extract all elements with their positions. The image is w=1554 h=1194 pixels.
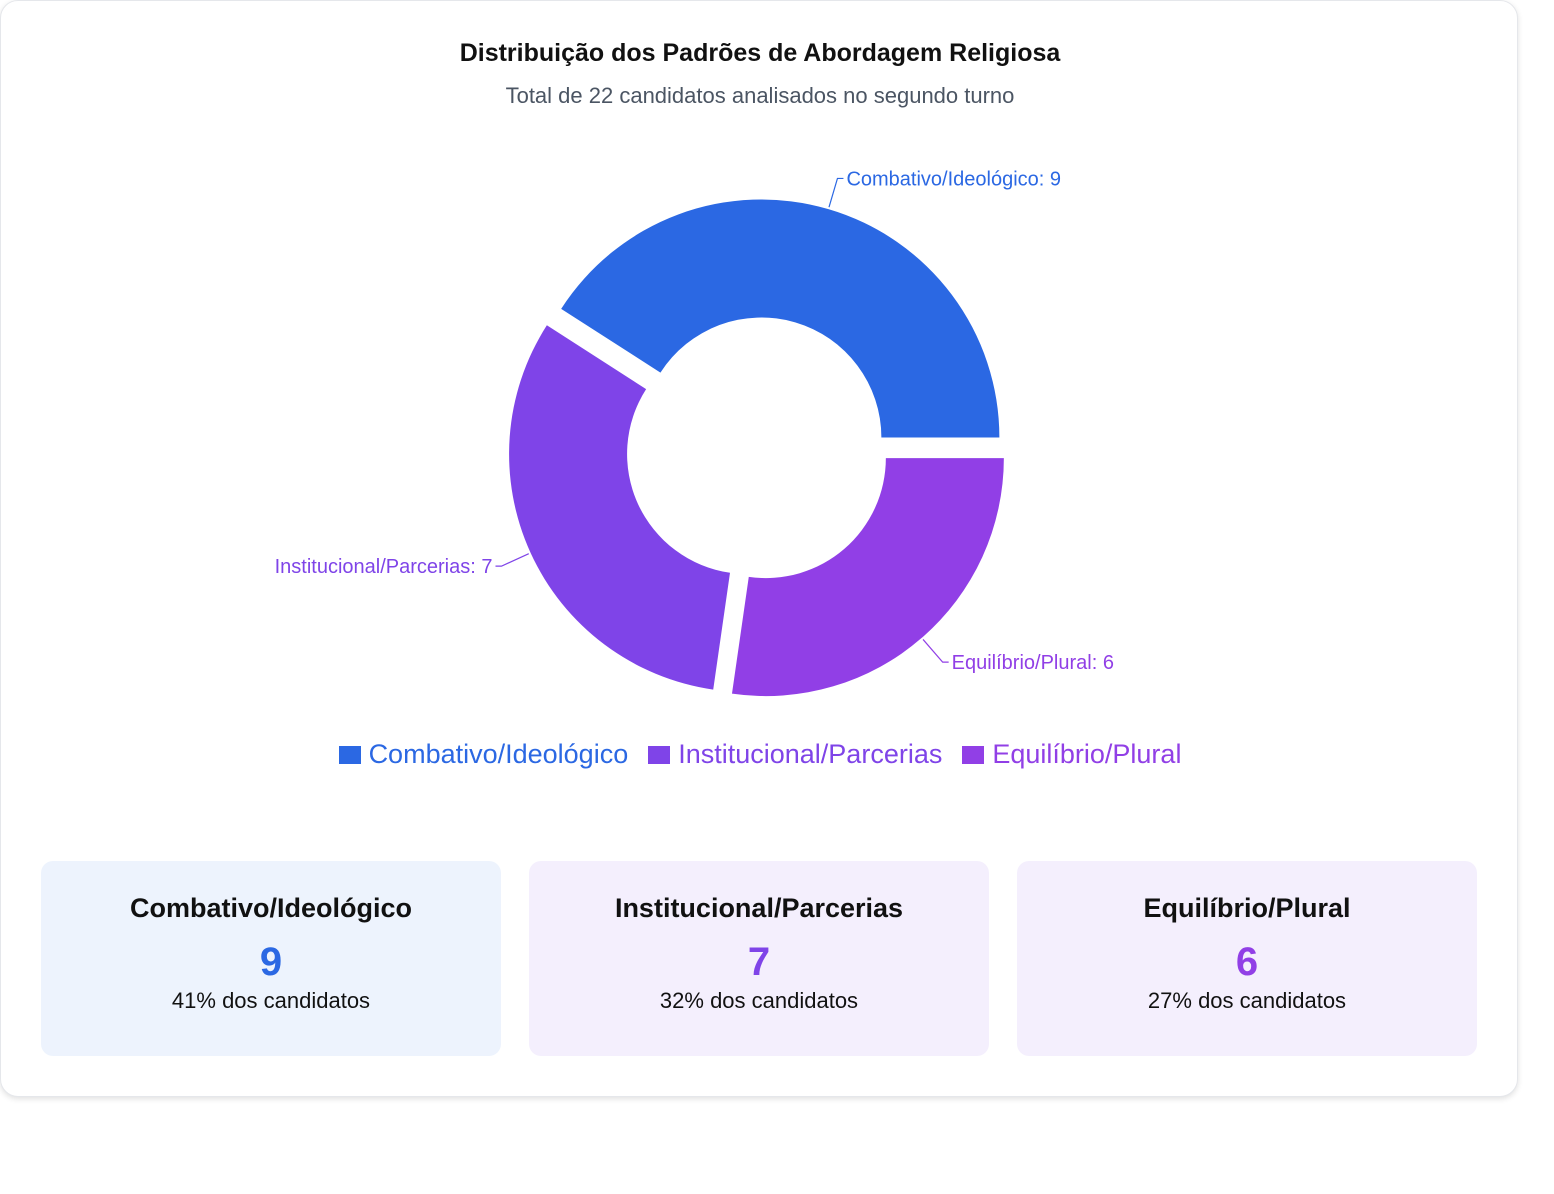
legend-item-institucional[interactable]: Institucional/Parcerias	[648, 739, 942, 770]
legend-label-combativo: Combativo/Ideológico	[368, 739, 629, 769]
legend-swatch-combativo	[338, 745, 361, 764]
stat-value-institucional: 7	[747, 940, 771, 984]
legend-item-equilibrio[interactable]: Equilíbrio/Plural	[962, 739, 1181, 770]
donut-slice-equilibrio[interactable]	[731, 458, 1004, 697]
leader-line-combativo	[828, 177, 844, 208]
stat-pct-combativo: 41% dos candidatos	[171, 988, 371, 1013]
donut-slice-combativo[interactable]	[561, 199, 1000, 438]
legend-label-institucional: Institucional/Parcerias	[678, 739, 943, 769]
slice-label-combativo: Combativo/Ideológico: 9	[846, 168, 1061, 190]
stat-name-combativo: Combativo/Ideológico	[129, 893, 412, 923]
stat-name-institucional: Institucional/Parcerias	[614, 893, 904, 923]
legend-swatch-equilibrio	[962, 745, 985, 764]
chart-title: Distribuição dos Padrões de Abordagem Re…	[459, 39, 1061, 67]
stat-name-equilibrio: Equilíbrio/Plural	[1143, 893, 1351, 923]
chart-card: Distribuição dos Padrões de Abordagem Re…	[0, 0, 1518, 1097]
stat-value-combativo: 9	[259, 940, 283, 984]
stat-card-combativo: Combativo/Ideológico 9 41% dos candidato…	[41, 861, 501, 1056]
slice-label-institucional: Institucional/Parcerias: 7	[275, 556, 493, 578]
leader-line-institucional	[495, 553, 530, 567]
legend-item-combativo[interactable]: Combativo/Ideológico	[338, 739, 629, 770]
leader-line-equilibrio	[922, 639, 949, 663]
legend-swatch-institucional	[648, 745, 671, 764]
chart-legend: Combativo/Ideológico Institucional/Parce…	[1, 739, 1519, 770]
chart-subtitle: Total de 22 candidatos analisados no seg…	[505, 83, 1015, 108]
donut-chart: Combativo/Ideológico: 9 Institucional/Par…	[275, 168, 1114, 697]
stat-card-equilibrio: Equilíbrio/Plural 6 27% dos candidatos	[1017, 861, 1477, 1056]
stat-pct-equilibrio: 27% dos candidatos	[1147, 988, 1347, 1013]
stat-pct-institucional: 32% dos candidatos	[659, 988, 859, 1013]
stat-card-institucional: Institucional/Parcerias 7 32% dos candid…	[529, 861, 989, 1056]
stat-value-equilibrio: 6	[1235, 940, 1259, 984]
donut-slice-institucional[interactable]	[509, 325, 731, 690]
legend-label-equilibrio: Equilíbrio/Plural	[992, 739, 1182, 769]
slice-label-equilibrio: Equilíbrio/Plural: 6	[952, 652, 1114, 674]
